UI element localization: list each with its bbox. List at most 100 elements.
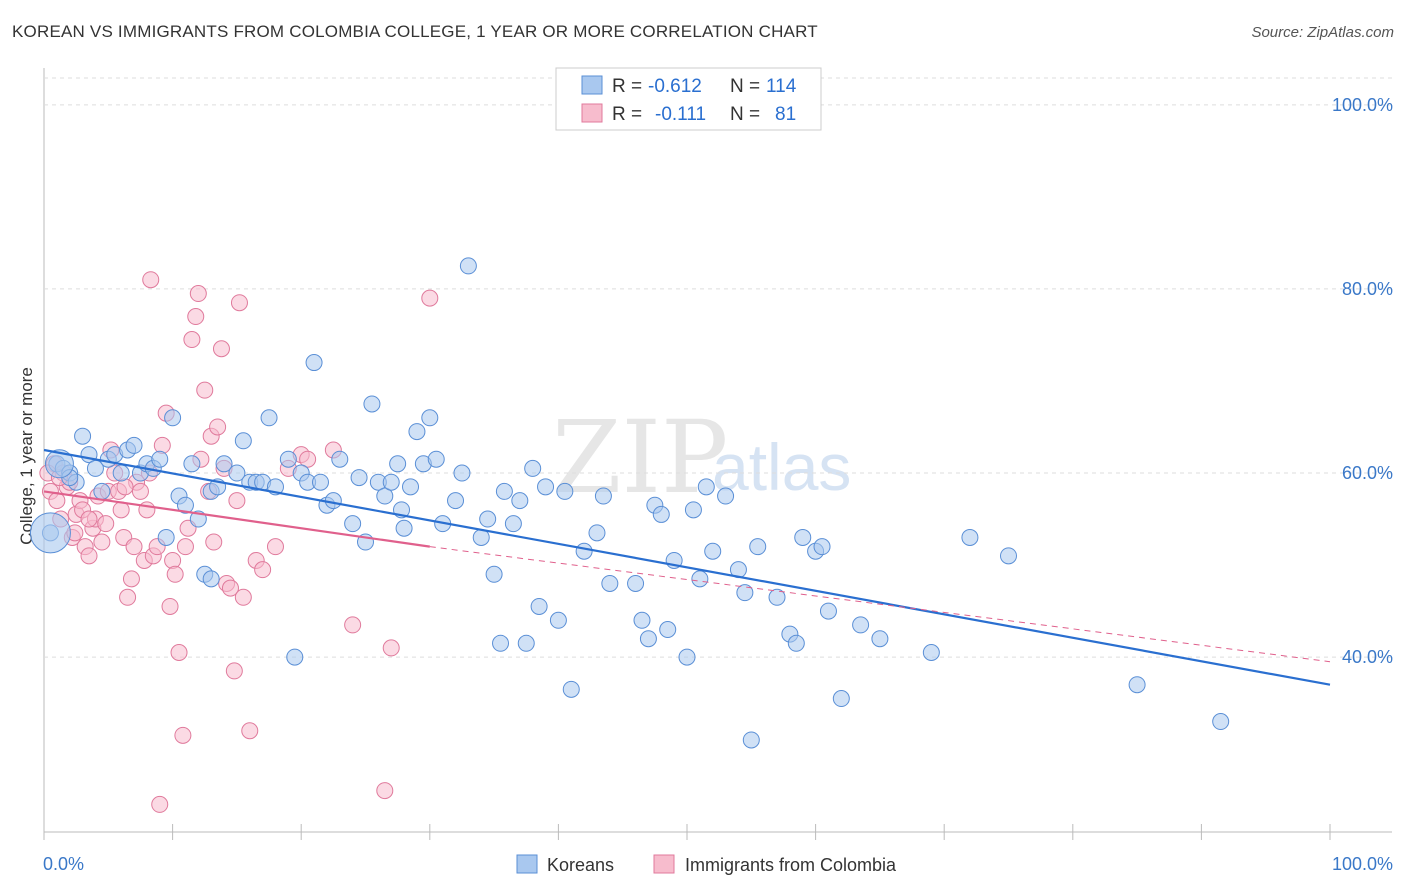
data-point	[402, 478, 420, 496]
legend-n-label-colombia: N =	[730, 104, 760, 125]
watermark-zip: ZIP	[552, 399, 728, 516]
data-point	[97, 515, 115, 533]
data-point	[131, 482, 149, 500]
data-point	[495, 482, 513, 500]
data-point	[324, 492, 342, 510]
legend-n-value-colombia: 81	[775, 104, 796, 125]
data-point	[196, 381, 214, 399]
data-point	[212, 340, 230, 358]
data-point	[749, 538, 767, 556]
trend-lines	[43, 448, 1331, 686]
data-point	[138, 501, 156, 519]
data-point	[344, 616, 362, 634]
data-point	[254, 561, 272, 579]
data-point	[151, 795, 169, 813]
data-point	[183, 331, 201, 349]
data-point	[241, 722, 259, 740]
data-point	[511, 492, 529, 510]
data-point	[228, 492, 246, 510]
data-point	[205, 533, 223, 551]
data-point	[266, 538, 284, 556]
data-point	[453, 464, 471, 482]
data-point	[517, 634, 535, 652]
data-point	[142, 271, 160, 289]
data-point	[382, 639, 400, 657]
data-point	[74, 427, 92, 445]
data-point	[819, 602, 837, 620]
data-point	[813, 538, 831, 556]
data-point	[151, 450, 169, 468]
data-point	[421, 409, 439, 427]
gridlines	[44, 77, 1392, 658]
data-point	[1000, 547, 1017, 565]
trend-line-korean	[43, 448, 1331, 686]
data-point	[305, 354, 323, 372]
data-point	[157, 528, 175, 546]
data-point	[408, 423, 426, 441]
data-point	[697, 478, 715, 496]
data-point	[376, 782, 394, 800]
chart-title: KOREAN VS IMMIGRANTS FROM COLOMBIA COLLE…	[12, 22, 818, 41]
data-point	[299, 450, 317, 468]
data-point	[562, 680, 580, 698]
data-point	[633, 611, 651, 629]
data-point	[183, 455, 201, 473]
legend-n-value-korean: 114	[766, 76, 797, 97]
data-point	[691, 570, 709, 588]
data-point	[479, 510, 497, 528]
legend-top: R = -0.612 N = 114 R = -0.111 N = 81	[555, 67, 822, 131]
data-point	[93, 482, 111, 500]
legend-bottom-label-korean: Koreans	[547, 855, 614, 875]
data-point	[228, 464, 246, 482]
data-point	[678, 648, 696, 666]
data-point	[125, 538, 143, 556]
data-point	[575, 542, 593, 560]
data-point	[389, 455, 407, 473]
series-colombia-points	[39, 271, 439, 813]
data-point	[652, 505, 670, 523]
data-point	[1212, 713, 1230, 731]
data-point	[794, 528, 812, 546]
legend-r-label-colombia: R =	[612, 104, 642, 125]
data-point	[421, 289, 439, 307]
legend-r-value-korean: -0.612	[648, 76, 702, 97]
data-point	[209, 418, 227, 436]
legend-r-value-colombia: -0.111	[655, 104, 706, 125]
data-point	[684, 501, 702, 519]
data-point	[639, 630, 657, 648]
data-point	[225, 662, 243, 680]
data-point	[736, 584, 754, 602]
data-point	[537, 478, 555, 496]
data-point	[704, 542, 722, 560]
data-point	[93, 533, 111, 551]
data-point	[492, 634, 510, 652]
data-point	[230, 294, 248, 312]
data-point	[549, 611, 567, 629]
data-point	[161, 597, 179, 615]
y-tick-label: 100.0%	[1332, 95, 1393, 115]
data-point	[166, 565, 184, 583]
legend-bottom-label-colombia: Immigrants from Colombia	[685, 855, 897, 875]
data-point	[447, 492, 465, 510]
data-point	[170, 644, 188, 662]
data-point	[594, 487, 612, 505]
data-point	[119, 588, 137, 606]
legend-n-label-korean: N =	[730, 76, 760, 97]
data-point	[627, 574, 645, 592]
data-point	[588, 524, 606, 542]
data-point	[787, 634, 805, 652]
data-point	[427, 450, 445, 468]
data-point	[221, 579, 239, 597]
data-point	[556, 482, 574, 500]
data-point	[234, 432, 252, 450]
data-point	[601, 574, 619, 592]
data-point	[530, 597, 548, 615]
data-point	[376, 487, 394, 505]
y-tick-label: 80.0%	[1342, 279, 1393, 299]
data-point	[122, 570, 140, 588]
trend-line-colombia-extension	[429, 546, 1331, 663]
data-point	[80, 547, 98, 565]
data-point	[112, 464, 130, 482]
data-point	[279, 450, 297, 468]
data-point	[659, 620, 677, 638]
